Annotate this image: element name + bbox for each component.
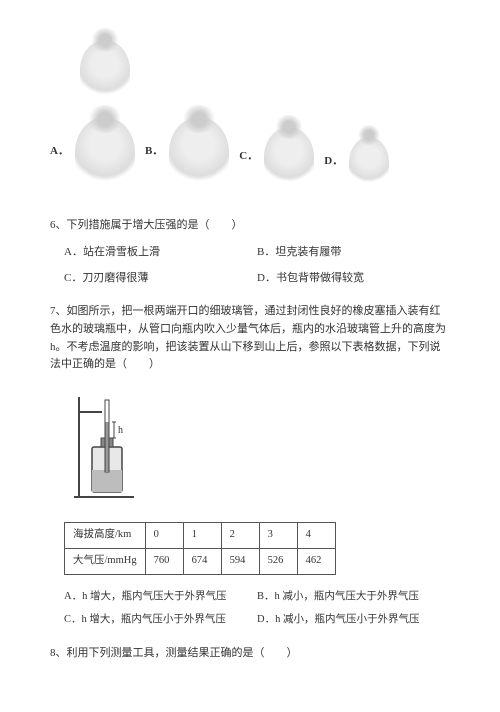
table-cell: 2 [221, 523, 259, 549]
q6-option-b[interactable]: B．坦克装有履带 [257, 244, 450, 262]
option-a[interactable]: A． [50, 117, 135, 187]
table-cell: 3 [259, 523, 297, 549]
cartoon-icon [169, 117, 229, 187]
cartoon-bottom-row: A． B． C． D． [50, 117, 450, 187]
table-cell: 674 [183, 549, 221, 575]
q7-table: 海拔高度/km 0 1 2 3 4 大气压/mmHg 760 674 594 5… [64, 522, 336, 575]
table-row: 海拔高度/km 0 1 2 3 4 [65, 523, 336, 549]
q7-option-a[interactable]: A．h 增大，瓶内气压大于外界气压 [64, 589, 257, 606]
q7-options: A．h 增大，瓶内气压大于外界气压 B．h 减小，瓶内气压大于外界气压 C．h … [64, 589, 450, 629]
option-d[interactable]: D． [324, 137, 389, 187]
option-b[interactable]: B． [145, 117, 229, 187]
cartoon-icon [80, 40, 130, 100]
diagram-h-label: h [118, 425, 123, 436]
option-c-label: C． [239, 148, 258, 166]
table-header-pressure: 大气压/mmHg [65, 549, 146, 575]
option-c[interactable]: C． [239, 127, 314, 187]
q6-stem: 6、下列措施属于增大压强的是（ ） [50, 217, 450, 235]
q6-option-d[interactable]: D．书包背带做得较宽 [257, 270, 450, 288]
cartoon-icon [349, 137, 389, 187]
option-d-label: D． [324, 153, 343, 171]
option-b-label: B． [145, 143, 163, 161]
table-cell: 462 [297, 549, 335, 575]
q8-stem: 8、利用下列测量工具，测量结果正确的是（ ） [50, 645, 450, 663]
q7-option-c[interactable]: C．h 增大，瓶内气压小于外界气压 [64, 612, 257, 629]
q6-option-c[interactable]: C．刀刃磨得很薄 [64, 270, 257, 288]
table-cell: 594 [221, 549, 259, 575]
table-cell: 4 [297, 523, 335, 549]
table-cell: 760 [145, 549, 183, 575]
cartoon-icon [264, 127, 314, 187]
q5-image-options: A． B． C． D． [50, 40, 450, 187]
q7-option-d[interactable]: D．h 减小，瓶内气压小于外界气压 [257, 612, 450, 629]
bottle-tube-icon: h [64, 392, 144, 502]
table-header-altitude: 海拔高度/km [65, 523, 146, 549]
q6-option-a[interactable]: A．站在滑雪板上滑 [64, 244, 257, 262]
table-cell: 0 [145, 523, 183, 549]
cartoon-top-row [80, 40, 450, 107]
table-row: 大气压/mmHg 760 674 594 526 462 [65, 549, 336, 575]
q7-option-b[interactable]: B．h 减小，瓶内气压大于外界气压 [257, 589, 450, 606]
cartoon-icon [75, 117, 135, 187]
q7-diagram: h [64, 392, 450, 509]
q7-stem: 7、如图所示，把一根两端开口的细玻璃管，通过封闭性良好的橡皮塞插入装有红色水的玻… [50, 303, 450, 373]
option-a-label: A． [50, 143, 69, 161]
q6-options: A．站在滑雪板上滑 B．坦克装有履带 C．刀刃磨得很薄 D．书包背带做得较宽 [64, 244, 450, 287]
table-cell: 526 [259, 549, 297, 575]
table-cell: 1 [183, 523, 221, 549]
